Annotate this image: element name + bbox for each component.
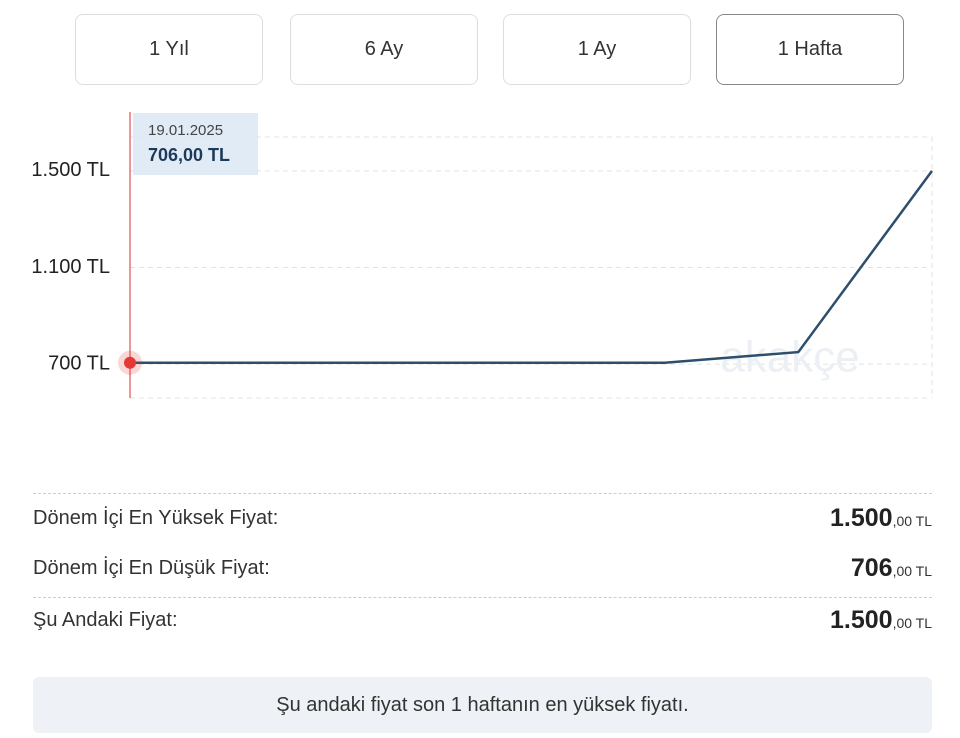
stat-row: Dönem İçi En Yüksek Fiyat: 1.500,00 TL (33, 498, 932, 538)
stat-number: 1.500 (830, 503, 893, 532)
point (124, 356, 136, 369)
stat-value: 1.500,00 TL (830, 606, 932, 635)
stat-label: Dönem İçi En Yüksek Fiyat: (33, 506, 279, 529)
tooltip-date: 19.01.2025 (148, 122, 223, 139)
stat-number: 706 (850, 553, 893, 582)
tooltip-value: 706,00 TL (148, 145, 230, 165)
range-button[interactable]: 1 Hafta (716, 14, 904, 85)
range-button[interactable]: 6 Ay (290, 14, 478, 85)
note: Şu andaki fiyat son 1 haftanın en yüksek… (33, 677, 932, 733)
stat-label: Dönem İçi En Düşük Fiyat: (33, 556, 270, 579)
stat-suffix: ,00 TL (892, 512, 932, 529)
price-line (130, 170, 934, 364)
stat-value: 1.500,00 TL (830, 504, 932, 533)
stat-row: Şu Andaki Fiyat: 1.500,00 TL (33, 600, 932, 640)
stat-value: 706,00 TL (851, 554, 932, 583)
stat-row: Dönem İçi En Düşük Fiyat: 706,00 TL (33, 548, 932, 588)
y-tick-label: 1.100 TL (31, 256, 110, 278)
y-tick-label: 700 TL (48, 352, 110, 374)
stat-number: 1.500 (830, 605, 893, 634)
range-button[interactable]: 1 Ay (503, 14, 691, 85)
separator (33, 597, 932, 598)
chart: 700 TL1.100 TL1.500 TLakakçe19.01.202570… (31, 112, 934, 399)
tooltip (133, 113, 258, 175)
stat-suffix: ,00 TL (892, 562, 932, 579)
y-tick-label: 1.500 TL (31, 159, 110, 181)
stat-label: Şu Andaki Fiyat: (33, 608, 178, 631)
separator (33, 493, 932, 494)
range-button[interactable]: 1 Yıl (75, 14, 263, 85)
stat-suffix: ,00 TL (892, 614, 932, 631)
